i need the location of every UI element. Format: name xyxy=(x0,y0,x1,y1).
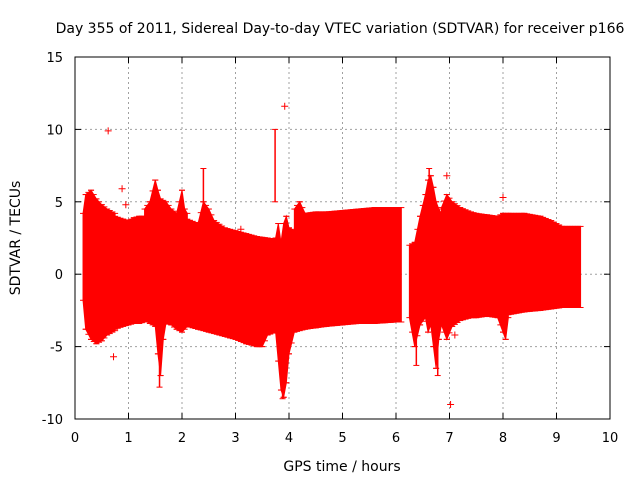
y-tick-label: 5 xyxy=(55,196,63,211)
y-tick-label: 0 xyxy=(55,268,63,283)
chart-title: Day 355 of 2011, Sidereal Day-to-day VTE… xyxy=(56,21,625,37)
error-band xyxy=(342,207,402,326)
error-band xyxy=(293,200,343,333)
y-tick-label: -10 xyxy=(42,413,63,428)
outlier-point xyxy=(451,331,459,339)
error-band xyxy=(235,230,277,348)
y-tick-label: 10 xyxy=(46,123,63,138)
data-series xyxy=(80,102,584,409)
outlier-point xyxy=(443,172,451,180)
outlier-point xyxy=(110,353,118,361)
outlier-point xyxy=(104,127,112,135)
y-tick-label: -5 xyxy=(50,341,63,356)
axis-ticks: 0 1 2 3 4 5 6 7 8 9 10 -10 -5 0 5 10 15 xyxy=(42,51,619,446)
x-tick-label: 7 xyxy=(445,431,453,446)
x-tick-label: 8 xyxy=(499,431,507,446)
y-tick-label: 15 xyxy=(46,51,63,66)
x-tick-label: 4 xyxy=(285,431,293,446)
x-tick-label: 5 xyxy=(338,431,346,446)
error-band xyxy=(114,215,146,330)
outlier-point xyxy=(118,185,126,193)
x-tick-label: 2 xyxy=(178,431,186,446)
x-tick-label: 10 xyxy=(602,431,619,446)
y-axis-label: SDTVAR / TECUs xyxy=(8,181,24,296)
x-tick-label: 9 xyxy=(552,431,560,446)
outlier-point xyxy=(237,225,245,233)
x-axis-label: GPS time / hours xyxy=(283,459,400,475)
x-tick-label: 1 xyxy=(124,431,132,446)
error-band xyxy=(82,189,116,345)
x-tick-label: 6 xyxy=(392,431,400,446)
outlier-point xyxy=(122,201,130,209)
x-tick-label: 3 xyxy=(231,431,239,446)
x-tick-label: 0 xyxy=(71,431,79,446)
outlier-point xyxy=(447,401,455,409)
error-band xyxy=(507,212,582,316)
outlier-point xyxy=(281,102,289,110)
outlier-point xyxy=(499,193,507,201)
